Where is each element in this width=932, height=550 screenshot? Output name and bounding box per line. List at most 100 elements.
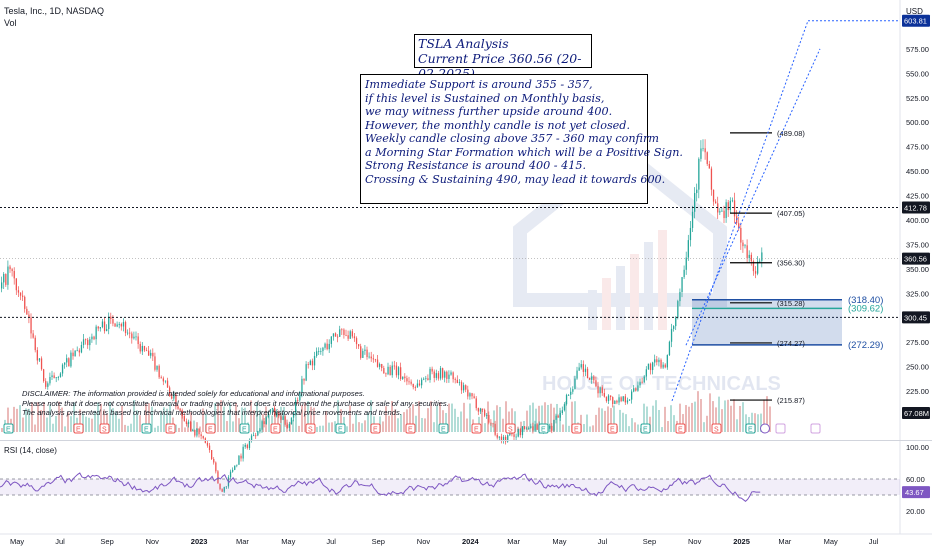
candle-body <box>59 373 62 378</box>
volume-bar <box>127 425 129 432</box>
earnings-marker[interactable] <box>571 423 582 434</box>
earnings-marker[interactable] <box>471 423 482 434</box>
candle-body <box>750 254 752 262</box>
event-marker[interactable] <box>760 423 770 434</box>
candle-body <box>469 393 471 397</box>
candle-body <box>628 399 631 401</box>
earnings-marker[interactable] <box>370 423 381 434</box>
earnings-marker[interactable] <box>3 423 14 434</box>
volume-bar <box>370 400 372 432</box>
volume-bar <box>304 402 306 432</box>
earnings-marker[interactable] <box>305 423 316 434</box>
volume-bar <box>481 408 483 432</box>
candle-body <box>313 356 316 366</box>
volume-bar <box>547 404 549 432</box>
candle-body <box>395 365 398 376</box>
earnings-marker[interactable] <box>99 423 110 434</box>
watermark-house <box>513 141 727 307</box>
volume-bar <box>91 418 93 432</box>
candle-body <box>706 152 708 164</box>
candle-body <box>5 274 7 285</box>
fib-level-label: (274.27) <box>777 339 805 348</box>
candle-body <box>360 346 362 358</box>
earnings-marker-letter: E <box>441 427 446 434</box>
price-tick-label: 375.00 <box>906 240 929 249</box>
earnings-marker[interactable] <box>270 423 281 434</box>
candle-body <box>708 163 710 169</box>
volume-bar <box>754 413 756 432</box>
earnings-marker[interactable] <box>538 423 549 434</box>
candle-body <box>185 421 188 424</box>
volume-bar <box>691 402 693 432</box>
volume-bar <box>739 405 741 432</box>
volume-bar <box>109 401 111 432</box>
volume-bar <box>619 409 621 432</box>
candle-body <box>43 369 45 382</box>
candle-body <box>183 416 185 422</box>
time-tick-label: 2025 <box>733 537 750 546</box>
future-earnings-marker[interactable] <box>775 423 786 434</box>
volume-bar <box>562 424 564 432</box>
earnings-marker[interactable] <box>141 423 152 434</box>
candle-body <box>479 408 482 412</box>
earnings-marker[interactable] <box>505 423 516 434</box>
earnings-marker[interactable] <box>165 423 176 434</box>
earnings-marker-letter: E <box>474 427 479 434</box>
volume-bar <box>553 407 555 432</box>
volume-bar <box>514 411 516 432</box>
candle-body <box>116 324 118 327</box>
candle-body <box>406 378 408 382</box>
candle-body <box>13 271 15 279</box>
earnings-marker[interactable] <box>205 423 216 434</box>
candle-body <box>446 371 448 379</box>
candle-body <box>284 416 286 425</box>
candle-body <box>141 345 143 352</box>
candle-body <box>53 375 55 379</box>
volume-bar <box>664 406 666 432</box>
candle-body <box>299 392 301 401</box>
price-tag <box>902 252 930 265</box>
volume-bar <box>253 410 255 432</box>
earnings-marker[interactable] <box>239 423 250 434</box>
candle-body <box>49 376 51 384</box>
candle-body <box>639 381 641 386</box>
volume-bar <box>19 405 21 432</box>
candle-body <box>364 349 366 351</box>
earnings-marker[interactable] <box>745 423 756 434</box>
volume-bar <box>103 410 105 432</box>
volume-bar <box>274 409 276 432</box>
candle-body <box>404 376 406 379</box>
volume-bar <box>241 407 243 432</box>
volume-bar <box>364 420 366 432</box>
earnings-marker[interactable] <box>405 423 416 434</box>
candle-body <box>339 329 341 337</box>
future-earnings-marker[interactable] <box>810 423 821 434</box>
earnings-marker[interactable] <box>335 423 346 434</box>
candle-body <box>595 380 597 387</box>
earnings-marker[interactable] <box>711 423 722 434</box>
candle-body <box>301 378 303 393</box>
time-tick-label: Mar <box>778 537 791 546</box>
candle-body <box>145 350 148 352</box>
volume-bar <box>445 412 447 432</box>
volume-bar <box>391 401 393 432</box>
candle-body <box>652 362 654 371</box>
volume-bar <box>220 400 222 432</box>
earnings-marker[interactable] <box>675 423 686 434</box>
volume-bar <box>655 400 657 432</box>
volume-bar <box>394 409 396 432</box>
candle-body <box>78 350 80 353</box>
earnings-marker[interactable] <box>73 423 84 434</box>
candle-body <box>593 376 595 381</box>
earnings-marker[interactable] <box>438 423 449 434</box>
candle-body <box>139 344 141 352</box>
candle-body <box>555 415 557 420</box>
candle-body <box>162 378 164 382</box>
price-tag <box>902 14 930 27</box>
earnings-marker[interactable] <box>640 423 651 434</box>
earnings-marker[interactable] <box>607 423 618 434</box>
candle-body <box>742 242 744 247</box>
volume-bar <box>637 424 639 432</box>
candle-body <box>219 483 221 490</box>
